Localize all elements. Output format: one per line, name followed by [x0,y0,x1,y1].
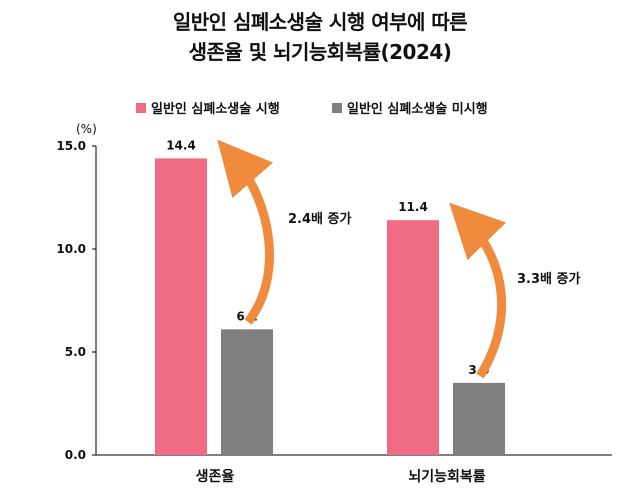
bar-brain-recovery-no-cpr [453,382,505,455]
y-axis-unit-label: (%) [76,122,97,136]
chart-title-line1: 일반인 심폐소생술 시행 여부에 따른 [172,10,468,34]
legend-label-series2: 일반인 심폐소생술 미시행 [347,101,488,117]
category-label-survival: 생존율 [196,468,235,485]
y-tick-label: 10.0 [56,242,86,256]
annotation-brain-recovery-increase: 3.3배 증가 [517,271,580,287]
legend-label-series1: 일반인 심폐소생술 시행 [151,101,280,117]
increase-arrow-survival [217,139,274,325]
bar-brain-recovery-cpr [387,220,439,455]
annotation-survival-increase: 2.4배 증가 [288,211,351,227]
y-tick-label: 5.0 [65,345,86,359]
chart-title-line2: 생존율 및 뇌기능회복률(2024) [188,40,452,64]
bar-survival-no-cpr [221,329,273,455]
category-label-brain-recovery: 뇌기능회복률 [408,468,485,485]
y-tick-label: 15.0 [56,139,86,153]
legend-swatch-series2 [332,103,342,113]
increase-arrow-brain-recovery [449,202,507,379]
data-label-survival-cpr: 14.4 [166,138,196,152]
legend-swatch-series1 [136,103,146,113]
data-label-brain-recovery-cpr: 11.4 [398,200,428,214]
y-tick-label: 0.0 [65,448,86,462]
bar-survival-cpr [155,158,207,456]
